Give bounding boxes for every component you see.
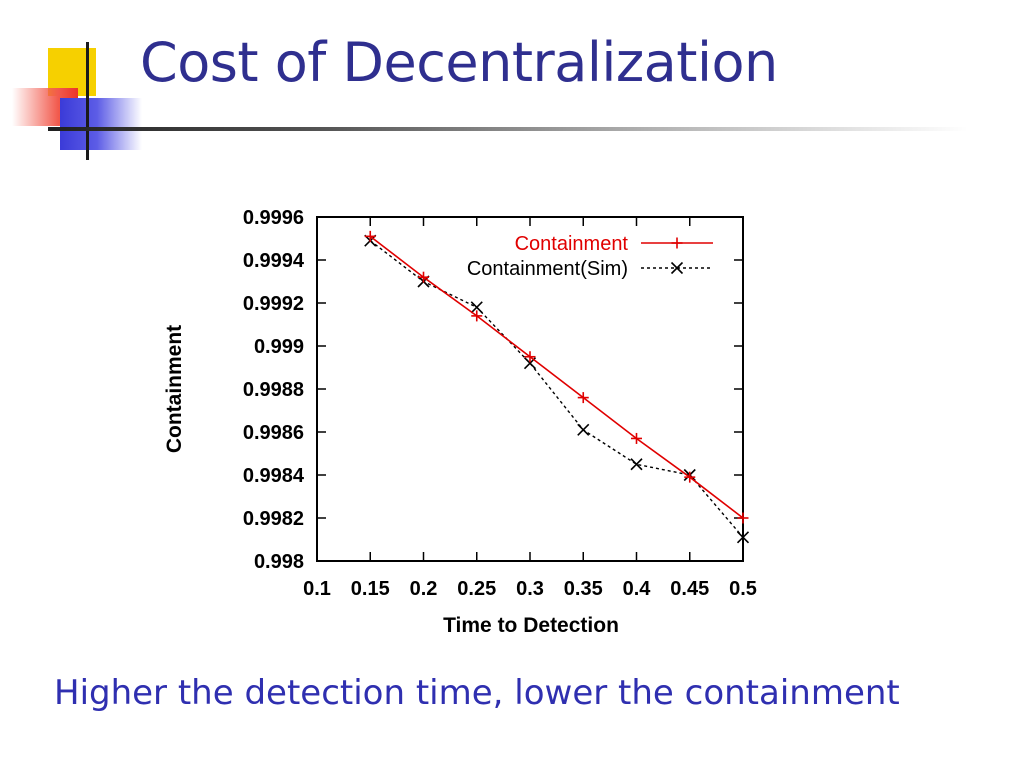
data-point-containment-sim (470, 301, 483, 314)
x-tick-label: 0.1 (303, 578, 331, 600)
data-point-containment (684, 471, 696, 483)
x-tick-label: 0.45 (670, 578, 709, 600)
axis-ticks: 0.1 0.15 0.2 0.25 0.3 0.35 0.4 0.45 0.5 0.998 0.99… (243, 207, 757, 600)
data-point-containment (418, 271, 429, 283)
data-point-containment (524, 351, 536, 363)
y-tick-label: 0.9982 (243, 508, 304, 530)
slide-subtitle: Higher the detection time, lower the con… (54, 673, 900, 713)
x-axis-label: Time to Detection (443, 614, 619, 637)
y-tick-label: 0.999 (254, 336, 304, 358)
y-tick-label: 0.9988 (243, 379, 304, 401)
marker-stroke (470, 301, 483, 314)
legend-marker (670, 261, 684, 275)
x-tick-label: 0.35 (564, 578, 603, 600)
slide-title: Cost of Decentralization (140, 31, 778, 94)
title-underline (48, 127, 968, 131)
data-point-containment (471, 310, 483, 322)
data-point-containment (364, 230, 376, 242)
marker-stroke (577, 423, 590, 436)
legend-marker (671, 237, 683, 249)
series-line-containment-sim (369, 240, 744, 538)
marker-stroke (630, 458, 643, 471)
decorative-vertical-line (86, 42, 89, 160)
y-tick-label: 0.9996 (243, 207, 304, 229)
data-point-containment-sim (577, 423, 590, 436)
data-point-containment (577, 392, 589, 404)
legend-label: Containment (515, 233, 629, 255)
y-tick-label: 0.9984 (243, 465, 305, 487)
x-tick-label: 0.3 (516, 578, 544, 600)
x-tick-label: 0.2 (410, 578, 438, 600)
y-tick-label: 0.9986 (243, 422, 304, 444)
legend: Containment Containment(Sim) (467, 233, 713, 280)
series-layer (364, 230, 750, 544)
x-tick-label: 0.5 (729, 578, 757, 600)
x-tick-label: 0.4 (623, 578, 652, 600)
data-point-containment (737, 512, 749, 524)
legend-label: Containment(Sim) (467, 258, 628, 280)
data-point-containment-sim (736, 531, 750, 544)
x-tick-label: 0.25 (457, 578, 496, 600)
x-tick-label: 0.15 (351, 578, 390, 600)
marker-stroke (736, 531, 750, 544)
series-line-containment (369, 235, 744, 519)
data-point-containment-sim (630, 458, 643, 471)
y-tick-label: 0.998 (254, 551, 304, 573)
marker-stroke (670, 261, 684, 275)
y-axis-label: Containment (163, 325, 186, 453)
decorative-blue-square (60, 98, 142, 150)
data-point-containment (631, 432, 642, 444)
y-tick-label: 0.9992 (243, 293, 304, 315)
y-tick-label: 0.9994 (243, 250, 305, 272)
